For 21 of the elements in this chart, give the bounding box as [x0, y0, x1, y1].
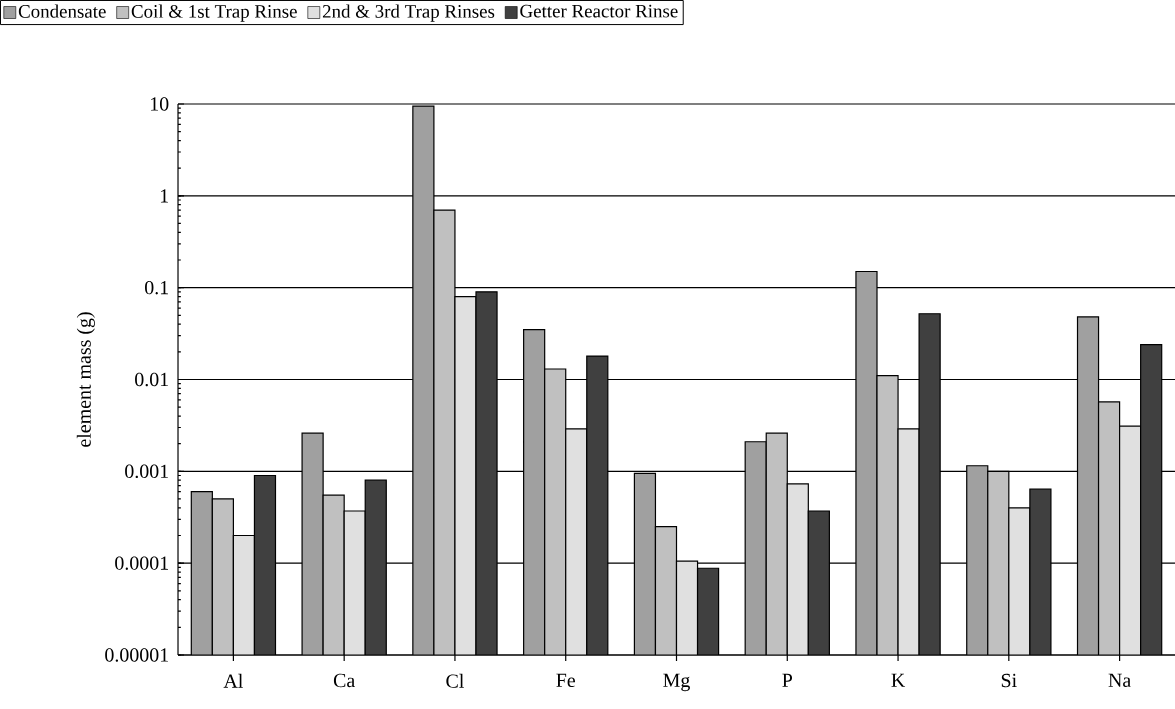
x-tick-label: Na [1108, 673, 1131, 688]
y-tick-label: 10 [150, 97, 169, 111]
legend-label: Condensate [18, 4, 106, 18]
x-tick-label: Fe [556, 673, 575, 688]
x-tick-label: Si [1001, 673, 1017, 688]
x-tick-label: Al [223, 673, 243, 688]
legend-label: Getter Reactor Rinse [520, 4, 678, 18]
x-tick-label: K [891, 673, 906, 687]
y-tick-label: 0.01 [135, 372, 168, 387]
y-axis-title: element mass (g) [76, 312, 95, 447]
x-tick-label: Mg [663, 673, 690, 692]
y-tick-label: 1 [160, 189, 168, 203]
y-tick-label: 0.00001 [105, 648, 168, 662]
legend-label: Coil & 1st Trap Rinse [131, 4, 297, 22]
x-tick-label: Ca [333, 673, 355, 688]
legend-label: 2nd & 3rd Trap Rinses [322, 4, 495, 22]
y-tick-label: 0.001 [125, 464, 168, 479]
y-tick-label: 0.1 [145, 280, 168, 295]
x-tick-label: Cl [446, 673, 464, 688]
y-tick-label: 0.0001 [115, 556, 168, 570]
x-tick-label: P [782, 673, 793, 687]
